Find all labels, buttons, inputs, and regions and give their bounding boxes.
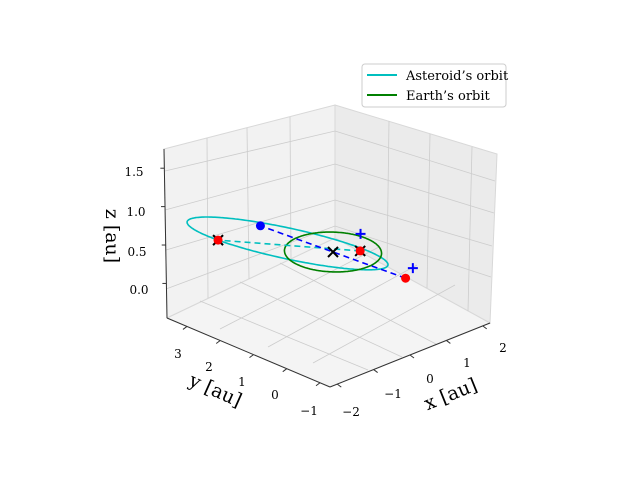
grid-floor-1	[199, 300, 369, 371]
x-marker	[327, 246, 339, 258]
grid-left-v3	[289, 116, 292, 260]
grid-h-3	[165, 199, 493, 251]
y-tick-mark	[282, 368, 288, 373]
z-axis-line	[163, 148, 168, 319]
grid-h-1	[164, 130, 496, 182]
y-tick-label: −1	[300, 404, 318, 418]
earth-orbit-line	[283, 231, 383, 273]
grid-h-4	[165, 225, 492, 290]
grid-lines	[164, 116, 496, 371]
y-tick-label: 1	[238, 375, 246, 389]
x-tick-mark	[482, 325, 488, 330]
grid-floor-4	[219, 246, 380, 330]
z-tick-label: 1.0	[126, 205, 145, 219]
grid-floor-6	[312, 284, 456, 364]
y-tick-label: 3	[174, 347, 182, 361]
plus-marker	[355, 228, 366, 239]
x-tick-mark	[409, 354, 415, 359]
y-tick-mark	[215, 340, 221, 344]
grid-right-v2	[426, 133, 431, 289]
grid-floor-5	[267, 264, 418, 348]
nodes-line	[260, 225, 406, 279]
dot-marker	[355, 246, 365, 256]
legend-box	[361, 63, 507, 108]
grid-left-v2	[246, 127, 250, 280]
x-tick-label: 1	[463, 356, 471, 370]
z-axis-label: z [au]	[101, 209, 123, 263]
grid-h-2	[164, 163, 495, 214]
tick-marks	[160, 167, 488, 388]
x-tick-label: −1	[384, 387, 402, 401]
axes-panes	[163, 104, 498, 388]
grid-right-v1	[386, 120, 390, 267]
x-tick-label: 0	[426, 372, 434, 386]
legend: Asteroid’s orbit Earth’s orbit	[361, 63, 509, 108]
legend-label-asteroid: Asteroid’s orbit	[405, 69, 509, 84]
z-tick-label: 0.5	[127, 245, 146, 259]
y-tick-mark	[249, 354, 254, 359]
x-tick-label: 2	[499, 341, 507, 355]
grid-floor-3	[279, 262, 437, 345]
dot-marker	[401, 273, 411, 283]
data-layer	[186, 216, 418, 283]
y-axis-line	[166, 317, 331, 388]
y-tick-label: 0	[271, 388, 279, 402]
x-tick-label: −2	[342, 405, 360, 419]
x-tick-mark	[446, 340, 451, 344]
y-tick-label: 2	[205, 360, 213, 374]
grid-right-v3	[467, 146, 473, 312]
legend-label-earth: Earth’s orbit	[406, 89, 491, 104]
dot-marker	[255, 221, 265, 231]
z-tick-label: 0.0	[129, 283, 148, 297]
x-tick-mark	[336, 383, 342, 388]
y-axis-label: y [au]	[185, 369, 245, 412]
y-tick-mark	[315, 382, 321, 387]
z-tick-label: 1.5	[124, 165, 143, 179]
grid-left-v1	[206, 137, 209, 299]
dot-marker	[213, 235, 223, 245]
plus-marker	[407, 263, 418, 274]
y-tick-mark	[182, 326, 188, 330]
grid-floor-2	[239, 281, 403, 358]
x-tick-mark	[373, 369, 378, 373]
